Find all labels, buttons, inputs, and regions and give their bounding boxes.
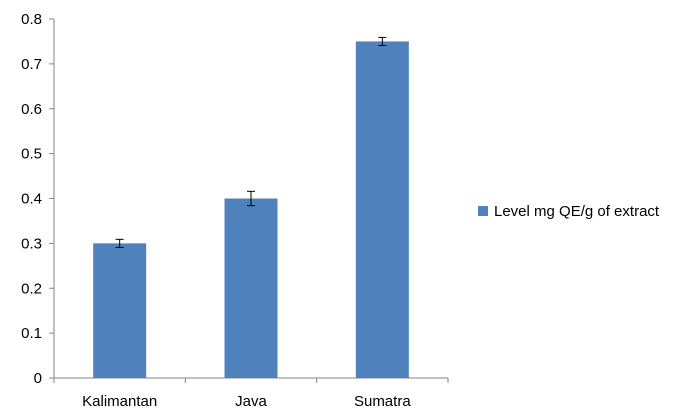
y-tick-label: 0.7 [21, 56, 42, 73]
y-axis: 0 0.1 0.2 0.3 0.4 0.5 0.6 0.7 0.8 [21, 11, 55, 387]
y-tick-label: 0.4 [21, 191, 42, 208]
y-tick-label: 0.8 [21, 11, 42, 28]
y-tick-label: 0.3 [21, 235, 42, 252]
y-tick-label: 0 [34, 370, 42, 387]
bar-java [224, 198, 278, 378]
y-tick-label: 0.2 [21, 280, 42, 297]
legend-swatch [478, 206, 488, 216]
y-tick-label: 0.5 [21, 146, 42, 163]
bar-sumatra [355, 41, 409, 378]
y-tick-label: 0.6 [21, 101, 42, 118]
x-axis: Kalimantan Java Sumatra [53, 377, 449, 410]
legend-label: Level mg QE/g of extract [494, 203, 660, 220]
bar-kalimantan [93, 243, 147, 378]
x-tick-label: Kalimantan [82, 393, 157, 410]
x-tick-label: Java [235, 393, 267, 410]
x-tick-label: Sumatra [354, 393, 411, 410]
legend: Level mg QE/g of extract [478, 203, 660, 220]
bars [93, 36, 409, 378]
y-tick-label: 0.1 [21, 325, 42, 342]
